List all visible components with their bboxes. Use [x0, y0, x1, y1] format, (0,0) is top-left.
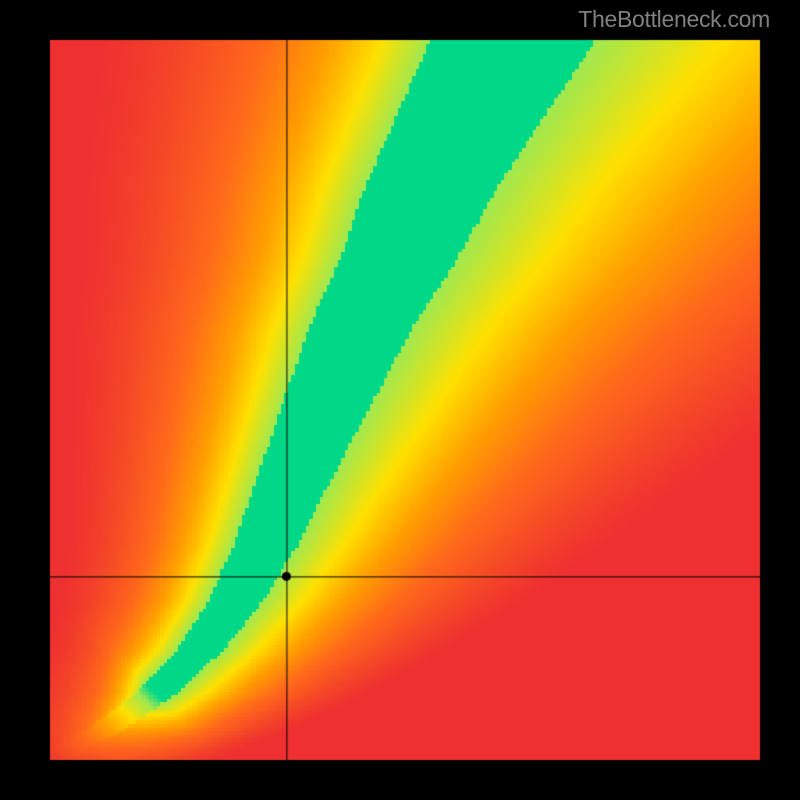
chart-container: TheBottleneck.com	[0, 0, 800, 800]
watermark-text: TheBottleneck.com	[578, 6, 770, 33]
heatmap-canvas	[0, 0, 800, 800]
